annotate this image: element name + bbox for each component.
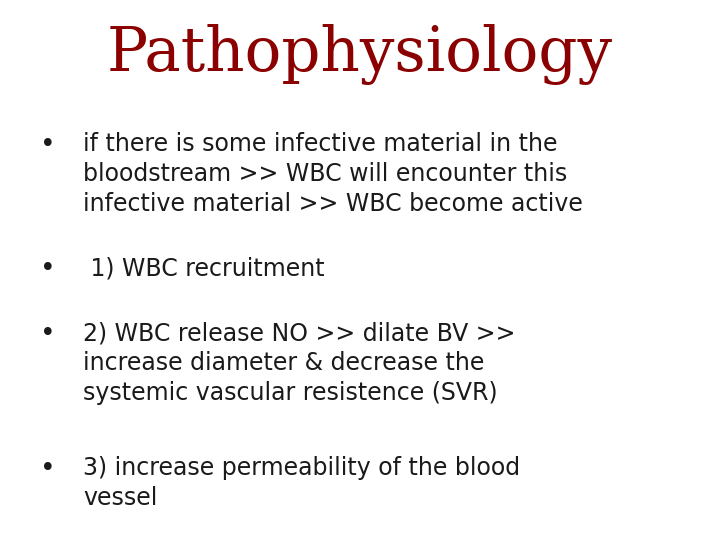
- Text: 1) WBC recruitment: 1) WBC recruitment: [83, 256, 325, 280]
- Text: 3) increase permeability of the blood
vessel: 3) increase permeability of the blood ve…: [83, 456, 520, 510]
- Text: •: •: [40, 321, 55, 347]
- Text: •: •: [40, 456, 55, 482]
- Text: if there is some infective material in the
bloodstream >> WBC will encounter thi: if there is some infective material in t…: [83, 132, 582, 215]
- Text: •: •: [40, 132, 55, 158]
- Text: 2) WBC release NO >> dilate BV >>
increase diameter & decrease the
systemic vasc: 2) WBC release NO >> dilate BV >> increa…: [83, 321, 516, 404]
- Text: •: •: [40, 256, 55, 282]
- Text: Pathophysiology: Pathophysiology: [107, 24, 613, 85]
